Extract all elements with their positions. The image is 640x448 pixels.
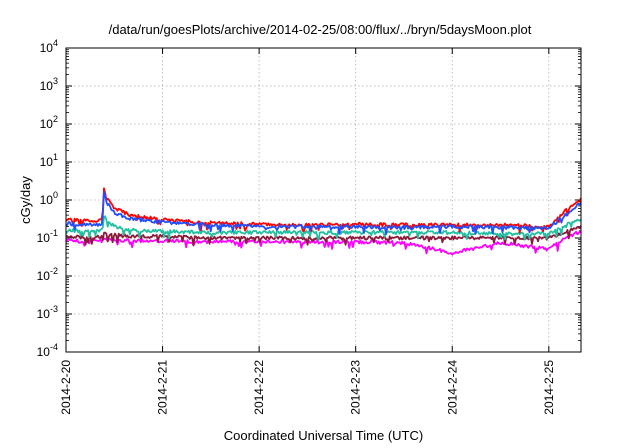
series-line — [65, 229, 582, 256]
y-axis-label: cGy/day — [18, 176, 33, 224]
y-tick-label: 100 — [40, 190, 58, 207]
x-tick-label: 2014-2-21 — [156, 360, 170, 415]
plot-frame — [65, 47, 582, 353]
series-line — [66, 191, 582, 235]
y-tick-label: 104 — [40, 38, 58, 55]
y-tick-label: 10-1 — [37, 228, 58, 245]
x-tick-label: 2014-2-20 — [59, 360, 73, 415]
y-tick-label: 103 — [40, 76, 58, 93]
y-tick-label: 101 — [40, 152, 58, 169]
x-tick-label: 2014-2-22 — [252, 360, 266, 415]
chart-title: /data/run/goesPlots/archive/2014-02-25/0… — [108, 22, 532, 37]
series-line — [65, 187, 582, 234]
x-tick-label: 2014-2-25 — [542, 360, 556, 415]
series-line — [65, 225, 582, 246]
y-tick-label: 10-4 — [37, 342, 58, 359]
y-tick-label: 10-2 — [37, 266, 58, 283]
x-tick-label: 2014-2-24 — [445, 360, 459, 415]
series-line — [65, 215, 582, 242]
x-tick-label: 2014-2-23 — [349, 360, 363, 415]
y-tick-label: 10-3 — [37, 304, 58, 321]
x-axis-label: Coordinated Universal Time (UTC) — [223, 428, 424, 443]
y-tick-label: 102 — [40, 114, 58, 131]
